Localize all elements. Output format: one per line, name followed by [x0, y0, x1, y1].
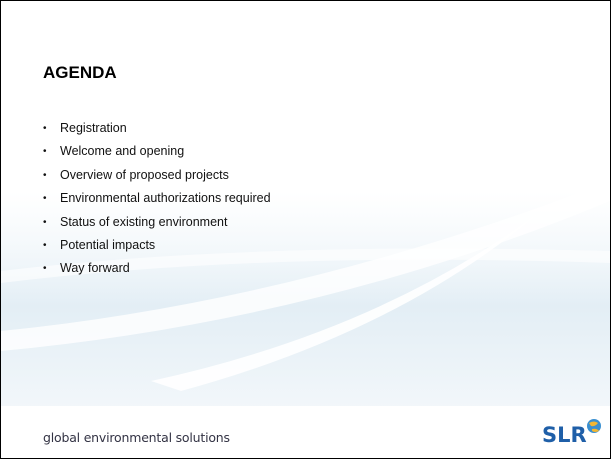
agenda-item: Potential impacts — [43, 234, 271, 258]
agenda-item: Environmental authorizations required — [43, 187, 271, 211]
agenda-item: Way forward — [43, 257, 271, 281]
agenda-item: Status of existing environment — [43, 211, 271, 235]
agenda-item: Registration — [43, 117, 271, 141]
agenda-list: RegistrationWelcome and openingOverview … — [43, 117, 271, 281]
logo-text: SLR — [542, 423, 587, 447]
agenda-item: Overview of proposed projects — [43, 164, 271, 188]
logo-globe — [587, 419, 601, 433]
slide-title: AGENDA — [43, 63, 117, 82]
footer-tagline: global environmental solutions — [43, 430, 230, 445]
agenda-item: Welcome and opening — [43, 140, 271, 164]
